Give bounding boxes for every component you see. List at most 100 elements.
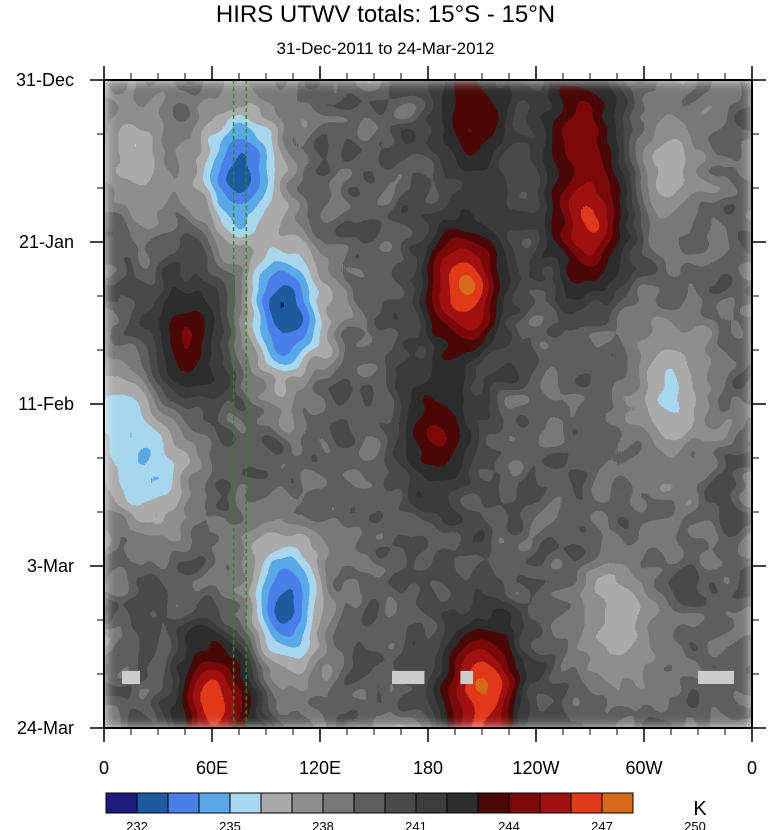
field-cell bbox=[579, 717, 591, 728]
field-cell bbox=[320, 501, 332, 513]
field-cell bbox=[503, 242, 515, 254]
field-cell bbox=[622, 393, 634, 405]
field-cell bbox=[233, 447, 245, 459]
field-cell bbox=[255, 155, 267, 167]
field-cell bbox=[665, 587, 677, 599]
field-cell bbox=[546, 144, 559, 157]
field-cell bbox=[514, 620, 526, 632]
field-cell bbox=[190, 684, 202, 697]
field-cell bbox=[395, 252, 407, 265]
field-cell bbox=[471, 512, 483, 524]
field-cell bbox=[287, 576, 299, 589]
field-cell bbox=[298, 458, 310, 470]
colorbar-label: 244 bbox=[498, 819, 520, 830]
field-cell bbox=[374, 112, 386, 124]
field-cell bbox=[633, 328, 645, 340]
field-cell bbox=[482, 101, 494, 113]
field-cell bbox=[395, 576, 407, 589]
field-cell bbox=[633, 404, 645, 416]
field-cell bbox=[212, 425, 224, 437]
field-cell bbox=[147, 468, 159, 481]
field-cell bbox=[136, 317, 148, 329]
field-cell bbox=[104, 414, 116, 427]
field-cell bbox=[525, 717, 537, 728]
field-cell bbox=[719, 479, 731, 491]
field-cell bbox=[363, 522, 375, 535]
field-cell bbox=[330, 350, 343, 362]
field-cell bbox=[514, 134, 526, 146]
field-cell bbox=[125, 317, 137, 329]
field-cell bbox=[665, 177, 677, 189]
field-cell bbox=[708, 155, 721, 167]
field-cell bbox=[222, 404, 235, 416]
field-cell bbox=[687, 501, 699, 513]
field-cell bbox=[698, 360, 710, 373]
field-cell bbox=[201, 706, 213, 718]
field-cell bbox=[536, 360, 548, 373]
field-cell bbox=[136, 630, 148, 643]
field-cell bbox=[514, 663, 526, 675]
field-cell bbox=[298, 123, 310, 135]
field-cell bbox=[676, 566, 688, 578]
field-cell bbox=[320, 576, 332, 589]
field-cell bbox=[374, 695, 386, 707]
field-cell bbox=[708, 684, 721, 697]
field-cell bbox=[406, 242, 418, 254]
field-cell bbox=[449, 695, 461, 707]
field-cell bbox=[125, 425, 137, 437]
field-cell bbox=[471, 350, 483, 362]
field-cell bbox=[287, 252, 299, 265]
field-cell bbox=[222, 436, 235, 448]
field-cell bbox=[330, 609, 343, 621]
field-cell bbox=[438, 177, 451, 189]
field-cell bbox=[320, 663, 332, 675]
field-cell bbox=[147, 706, 159, 718]
field-cell bbox=[352, 317, 364, 329]
field-cell bbox=[492, 306, 505, 319]
field-cell bbox=[428, 166, 440, 178]
field-cell bbox=[266, 436, 278, 448]
field-cell bbox=[158, 479, 170, 491]
field-cell bbox=[471, 101, 483, 113]
field-cell bbox=[255, 306, 267, 319]
field-cell bbox=[158, 706, 170, 718]
field-cell bbox=[687, 620, 699, 632]
field-cell bbox=[536, 414, 548, 427]
field-cell bbox=[125, 522, 137, 535]
field-cell bbox=[687, 684, 699, 697]
field-cell bbox=[708, 458, 721, 470]
field-cell bbox=[654, 663, 667, 675]
field-cell bbox=[687, 425, 699, 437]
field-cell bbox=[395, 641, 407, 653]
field-cell bbox=[395, 404, 407, 416]
field-cell bbox=[330, 166, 343, 178]
field-cell bbox=[460, 522, 472, 535]
field-cell bbox=[482, 296, 494, 308]
field-cell bbox=[449, 209, 461, 221]
field-cell bbox=[460, 630, 472, 643]
field-cell bbox=[136, 566, 148, 578]
field-cell bbox=[438, 436, 451, 448]
field-cell bbox=[719, 425, 731, 437]
field-cell bbox=[179, 231, 191, 243]
field-cell bbox=[147, 490, 159, 502]
field-cell bbox=[579, 231, 591, 243]
field-cell bbox=[449, 404, 461, 416]
field-cell bbox=[557, 123, 569, 135]
field-cell bbox=[158, 587, 170, 599]
field-cell bbox=[741, 630, 752, 643]
field-cell bbox=[482, 425, 494, 437]
field-cell bbox=[687, 717, 699, 728]
field-cell bbox=[708, 706, 721, 718]
field-cell bbox=[730, 393, 742, 405]
field-cell bbox=[255, 436, 267, 448]
field-cell bbox=[341, 684, 353, 697]
field-cell bbox=[438, 242, 451, 254]
field-cell bbox=[514, 188, 526, 200]
field-cell bbox=[136, 479, 148, 491]
field-cell bbox=[546, 220, 559, 232]
field-cell bbox=[276, 522, 289, 535]
field-cell bbox=[384, 566, 397, 578]
field-cell bbox=[665, 80, 677, 92]
field-cell bbox=[406, 587, 418, 599]
